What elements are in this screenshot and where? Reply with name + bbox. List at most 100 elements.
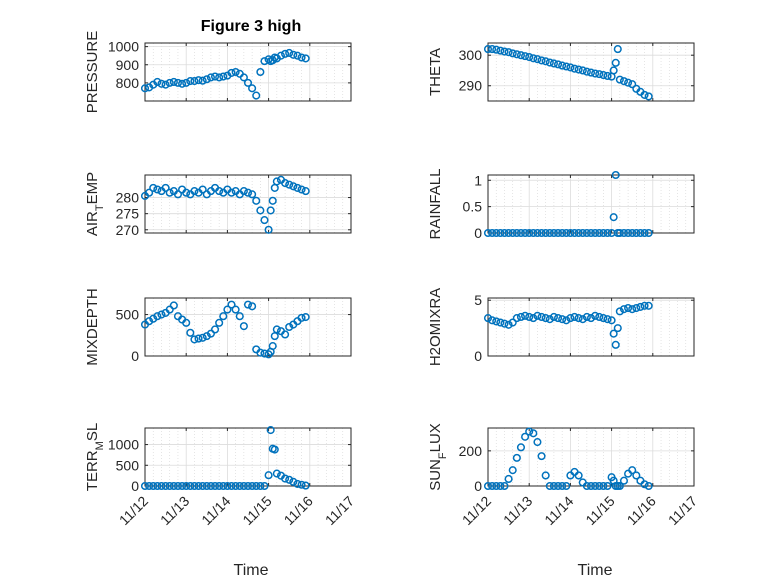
data-point <box>521 228 530 238</box>
data-point <box>500 319 509 328</box>
data-point <box>248 302 257 311</box>
data-point <box>562 228 571 238</box>
data-point <box>512 228 521 238</box>
data-point <box>521 52 530 61</box>
data-point <box>558 315 567 324</box>
y-tick-label: 270 <box>116 222 140 238</box>
data-point <box>256 67 265 77</box>
data-point <box>628 80 637 89</box>
data-point <box>157 79 166 88</box>
data-point <box>248 481 257 491</box>
data-point <box>173 481 183 491</box>
data-point <box>591 481 600 491</box>
data-point <box>194 76 203 85</box>
data-point <box>504 48 513 57</box>
x-tick-label: 11/14 <box>198 493 234 529</box>
y-tick-label: 1 <box>474 172 482 188</box>
data-point <box>140 481 150 491</box>
data-point <box>301 54 310 63</box>
y-axis-label: AIRTEMP <box>84 172 106 236</box>
data-point <box>210 481 220 491</box>
data-point <box>512 453 521 462</box>
data-point <box>570 312 579 322</box>
y-tick-label: 800 <box>116 75 140 91</box>
data-point <box>252 481 261 491</box>
data-point <box>529 228 538 238</box>
data-point <box>595 481 604 491</box>
data-point <box>492 228 501 238</box>
data-point <box>488 228 497 238</box>
data-point <box>599 314 608 323</box>
mixdepth-panel: 0 500 MIXDEPTH <box>84 288 352 366</box>
data-point <box>190 335 199 344</box>
data-point <box>566 314 575 323</box>
data-point <box>615 481 624 491</box>
data-point <box>640 480 649 489</box>
data-point <box>268 342 277 351</box>
data-point <box>549 312 558 322</box>
data-point <box>215 481 224 491</box>
data-point <box>210 72 220 81</box>
data-point <box>264 471 273 480</box>
data-point <box>281 474 290 483</box>
x-tick-label: 11/17 <box>665 493 701 529</box>
data-point <box>566 228 575 238</box>
data-point <box>266 426 275 435</box>
data-point <box>483 228 493 238</box>
data-point <box>173 78 183 87</box>
data-point <box>611 170 620 180</box>
data-point <box>537 312 546 322</box>
y-tick-label: 0 <box>131 478 139 494</box>
data-point <box>582 67 591 76</box>
data-point <box>492 481 501 491</box>
data-point <box>289 182 298 191</box>
data-point <box>235 312 244 321</box>
axes-background <box>145 43 351 101</box>
data-point <box>206 329 215 338</box>
data-point <box>521 432 530 441</box>
x-tick-label: 11/17 <box>322 493 358 529</box>
data-point <box>636 302 645 311</box>
data-point <box>586 228 596 238</box>
data-point <box>640 301 649 310</box>
data-point <box>281 179 290 188</box>
data-point <box>256 481 265 491</box>
data-point <box>182 78 191 87</box>
data-point <box>248 190 257 199</box>
data-point <box>169 481 178 491</box>
x-tick-label: 11/16 <box>281 493 317 529</box>
data-point <box>260 481 269 491</box>
data-point <box>632 471 641 480</box>
data-point <box>190 77 199 86</box>
pressure-panel: 800 900 1000 PRESSURE <box>84 31 352 114</box>
data-point <box>516 312 526 322</box>
data-point <box>153 77 162 87</box>
y-axis-label: H2OMIXRA <box>427 288 444 366</box>
data-point <box>574 471 583 480</box>
axes-box <box>144 427 352 487</box>
data-point <box>301 313 310 322</box>
data-point <box>541 471 550 480</box>
data-point <box>165 188 174 197</box>
data-point <box>541 57 550 66</box>
data-point <box>562 481 571 491</box>
data-point <box>239 73 248 82</box>
data-point <box>173 190 183 199</box>
data-point <box>165 78 174 87</box>
data-point <box>545 315 554 324</box>
y-tick-label: 1000 <box>108 437 139 453</box>
data-point <box>624 228 633 238</box>
data-point <box>525 312 534 322</box>
data-point <box>570 228 579 238</box>
data-point <box>149 183 158 192</box>
x-tick-label: 11/12 <box>459 493 495 529</box>
data-point <box>165 481 174 491</box>
axes-background <box>145 428 351 486</box>
data-point <box>525 52 534 62</box>
axes-background <box>145 175 351 233</box>
data-point <box>508 49 517 58</box>
data-point <box>529 429 538 438</box>
data-point <box>243 78 253 87</box>
y-axis-label: PRESSURE <box>84 31 101 114</box>
